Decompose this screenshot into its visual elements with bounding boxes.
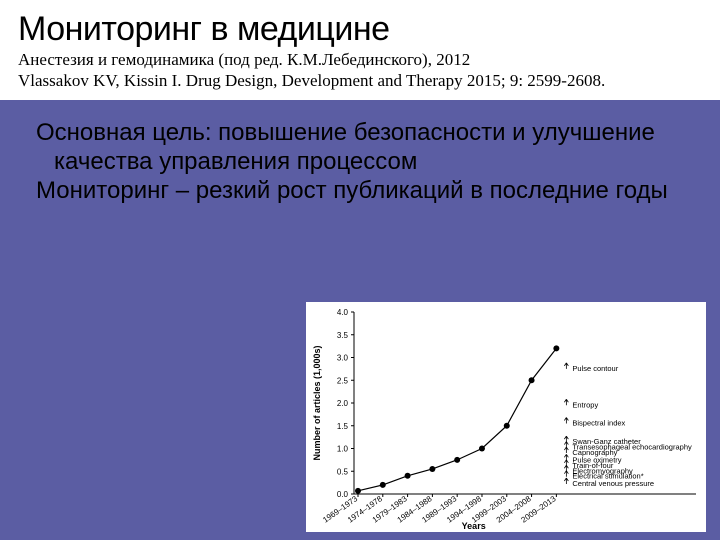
svg-text:0.0: 0.0: [337, 490, 349, 499]
svg-text:2.0: 2.0: [337, 399, 349, 408]
svg-text:3.5: 3.5: [337, 331, 349, 340]
svg-text:4.0: 4.0: [337, 308, 349, 317]
svg-text:1.0: 1.0: [337, 445, 349, 454]
body-para-1: Основная цель: повышение безопасности и …: [36, 118, 694, 177]
publications-chart: 0.00.51.01.52.02.53.03.54.01969–19731974…: [306, 302, 706, 532]
body-para-2: Мониторинг – резкий рост публикаций в по…: [36, 176, 694, 205]
subtitle-line-2: Vlassakov KV, Kissin I. Drug Design, Dev…: [18, 70, 702, 91]
svg-text:Number of articles (1,000s): Number of articles (1,000s): [312, 345, 322, 460]
svg-text:2.5: 2.5: [337, 376, 349, 385]
svg-text:Swan-Ganz catheter: Swan-Ganz catheter: [572, 437, 641, 446]
body-block: Основная цель: повышение безопасности и …: [0, 100, 720, 206]
svg-text:1.5: 1.5: [337, 422, 349, 431]
svg-text:Bispectral index: Bispectral index: [572, 418, 625, 427]
subtitle-line-1: Анестезия и гемодинамика (под ред. К.М.Л…: [18, 49, 702, 70]
svg-text:3.0: 3.0: [337, 354, 349, 363]
svg-text:0.5: 0.5: [337, 467, 349, 476]
svg-text:Years: Years: [462, 521, 486, 531]
chart-svg: 0.00.51.01.52.02.53.03.54.01969–19731974…: [306, 302, 706, 532]
svg-text:Entropy: Entropy: [572, 400, 598, 409]
svg-text:Pulse contour: Pulse contour: [572, 364, 618, 373]
page-title: Мониторинг в медицине: [18, 10, 702, 49]
title-block: Мониторинг в медицине Анестезия и гемоди…: [0, 0, 720, 100]
